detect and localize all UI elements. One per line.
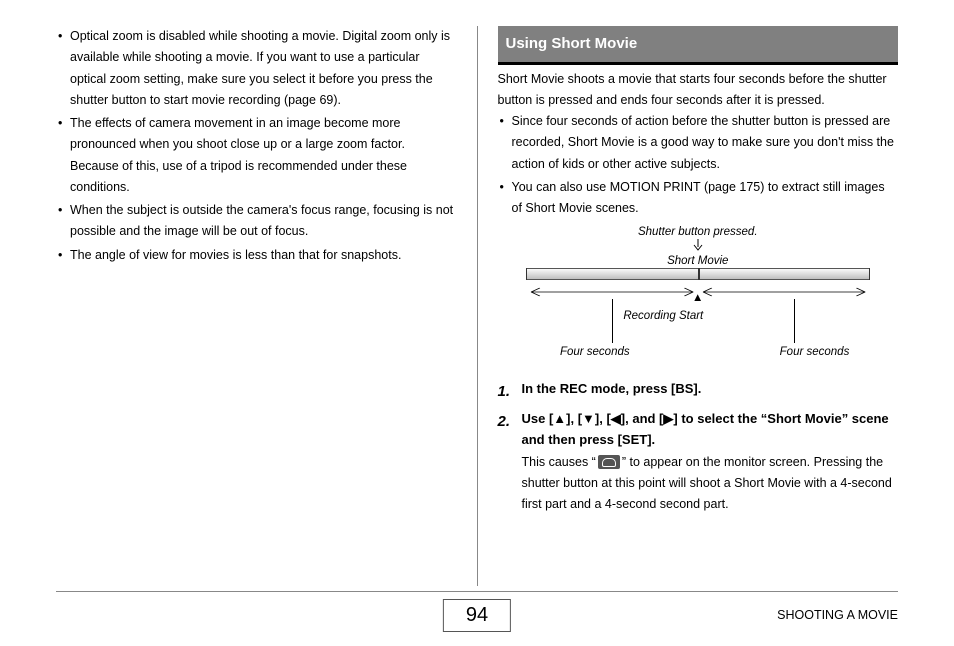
short-movie-icon [598,455,620,469]
section-heading: Using Short Movie [498,26,899,65]
right-bullet-list: Since four seconds of action before the … [498,111,899,219]
bullet-item: Optical zoom is disabled while shooting … [56,26,457,111]
diagram-tick [869,268,870,280]
page-columns: Optical zoom is disabled while shooting … [0,0,954,580]
diagram-four-seconds-left: Four seconds [560,343,630,363]
step-body-text: This causes “ [522,455,596,469]
diagram-range-right [698,284,870,300]
right-column: Using Short Movie Short Movie shoots a m… [498,26,899,580]
footer-section-title: SHOOTING A MOVIE [777,608,898,622]
arrow-up-icon: ▲ [692,293,703,305]
column-divider [477,26,478,586]
step-heading: Use [▲], [▼], [◀], and [▶] to select the… [522,409,899,449]
intro-paragraph: Short Movie shoots a movie that starts f… [498,69,899,112]
footer-rule [56,591,898,592]
left-column: Optical zoom is disabled while shooting … [56,26,457,580]
bullet-item: When the subject is outside the camera's… [56,200,457,243]
short-movie-diagram: Shutter button pressed. Short Movie [526,223,871,373]
bullet-item: Since four seconds of action before the … [498,111,899,175]
steps-list: In the REC mode, press [BS]. Use [▲], [▼… [498,379,899,515]
step-item: Use [▲], [▼], [◀], and [▶] to select the… [498,409,899,515]
bullet-item: You can also use MOTION PRINT (page 175)… [498,177,899,220]
footer-row: 94 SHOOTING A MOVIE [56,594,898,636]
diagram-tick [526,268,527,280]
step-body: This causes “” to appear on the monitor … [522,452,899,516]
diagram-leader-line [612,299,613,343]
diagram-leader-line [794,299,795,343]
diagram-range-left [526,284,698,300]
bullet-item: The effects of camera movement in an ima… [56,113,457,198]
bullet-item: The angle of view for movies is less tha… [56,245,457,266]
diagram-four-seconds-right: Four seconds [780,343,850,363]
page-number: 94 [443,599,511,632]
diagram-tick [698,268,700,280]
step-item: In the REC mode, press [BS]. [498,379,899,399]
page-footer: 94 SHOOTING A MOVIE [56,591,898,636]
step-heading: In the REC mode, press [BS]. [522,379,899,399]
left-bullet-list: Optical zoom is disabled while shooting … [56,26,457,266]
diagram-recording-label: Recording Start [623,307,703,327]
